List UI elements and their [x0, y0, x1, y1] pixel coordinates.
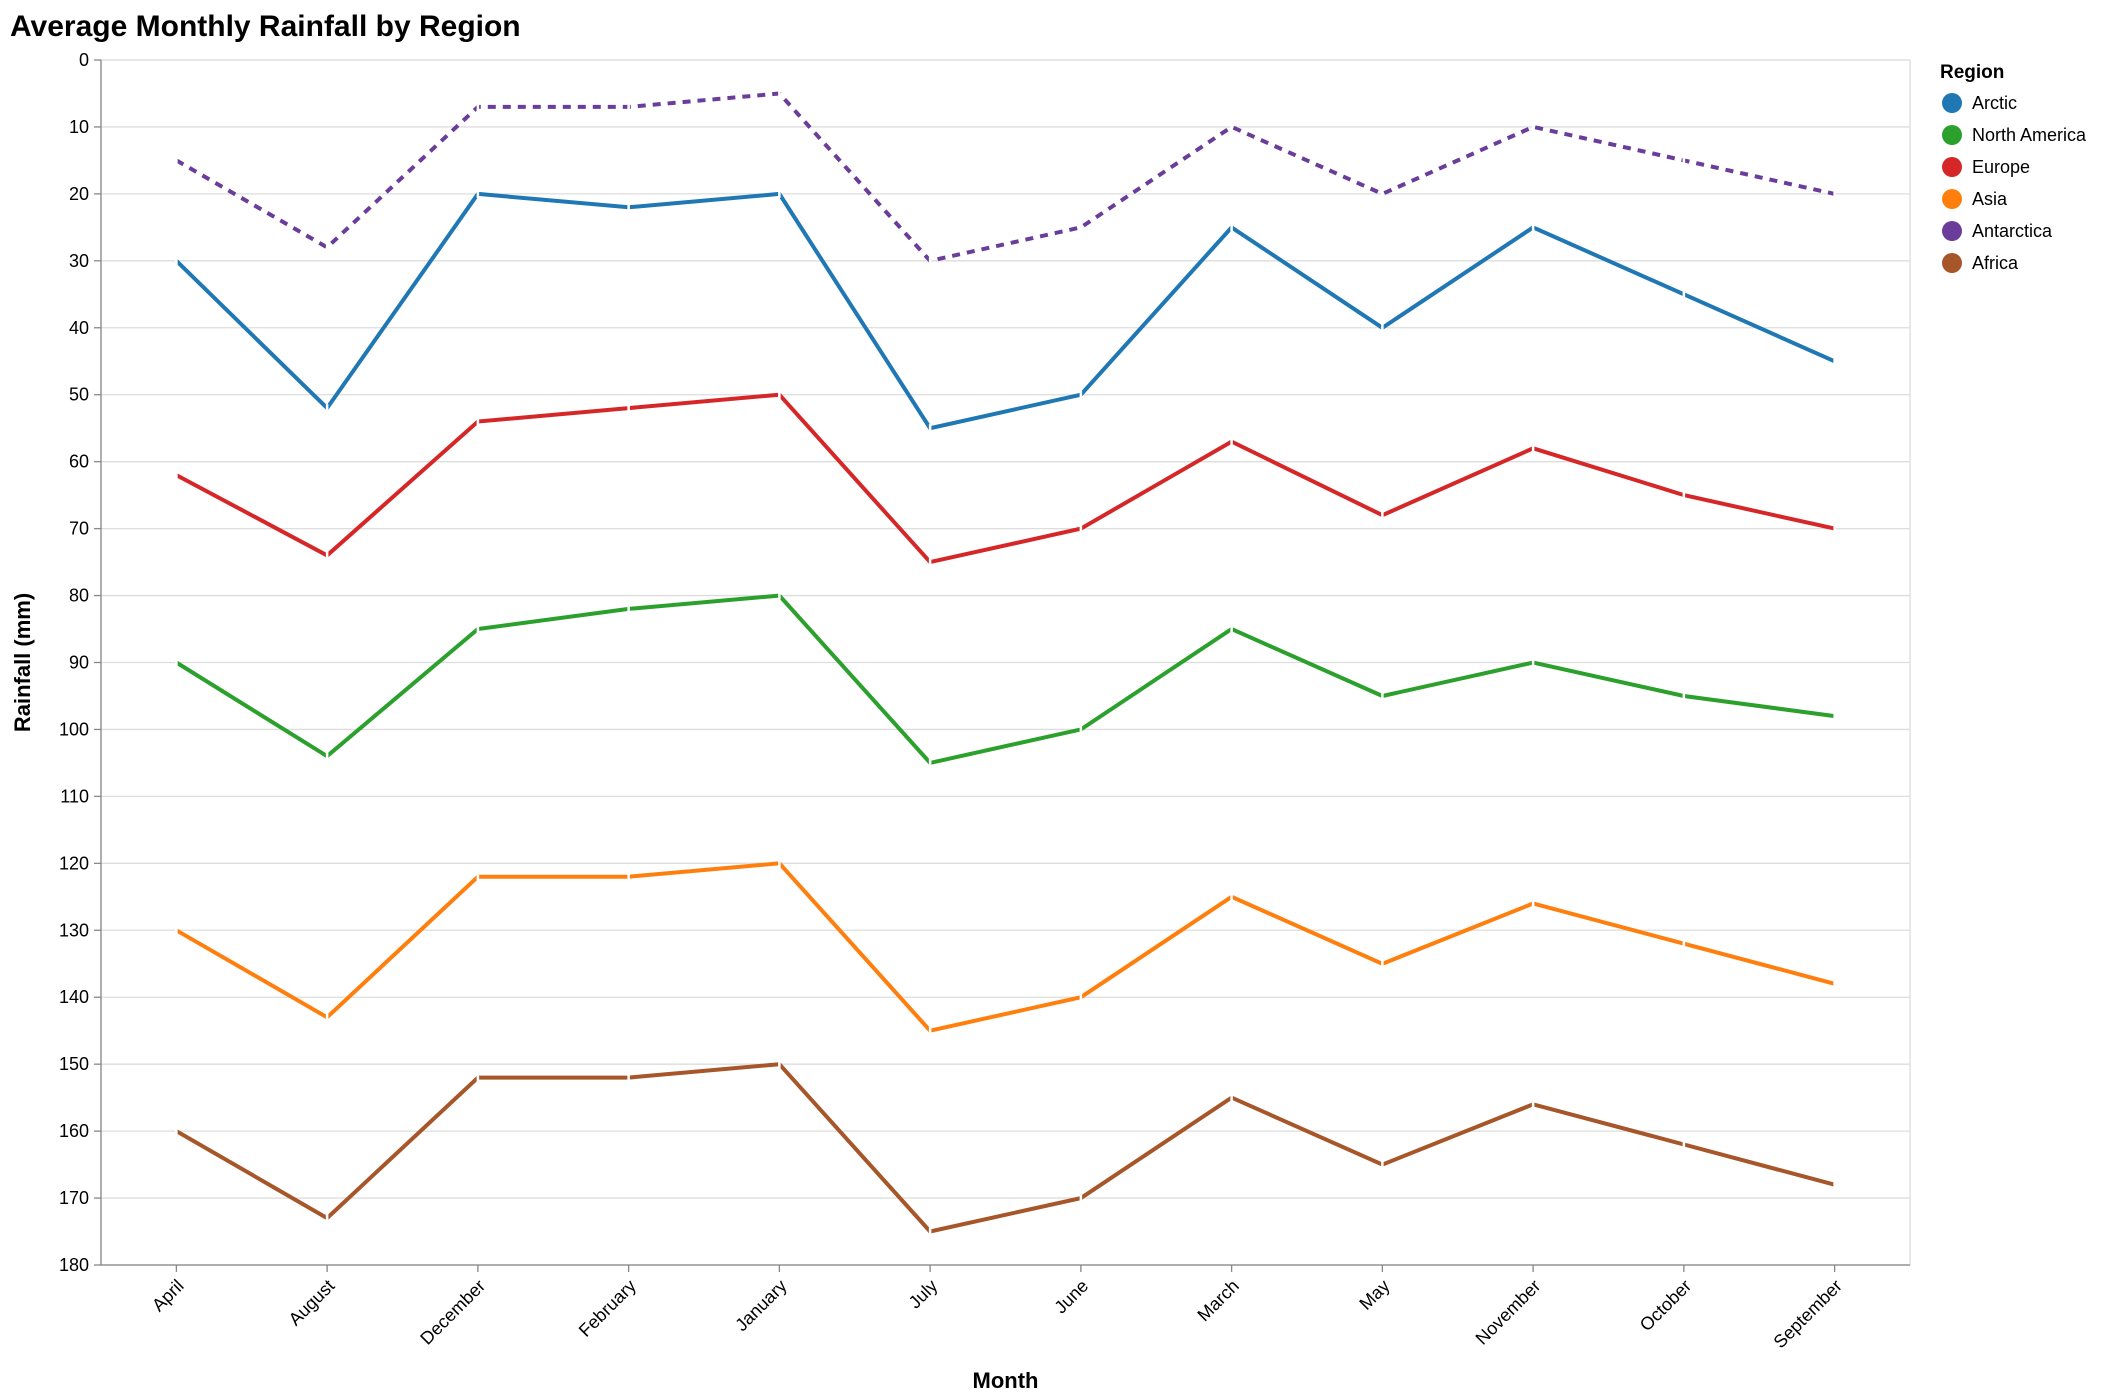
series-line-north-america — [175, 593, 1835, 766]
legend-swatch — [1942, 189, 1962, 209]
x-tick-label: November — [1472, 1276, 1545, 1349]
y-tick-label: 30 — [69, 251, 89, 271]
y-tick-label: 80 — [69, 586, 89, 606]
x-tick-label: January — [731, 1276, 790, 1335]
legend-swatch — [1942, 157, 1962, 177]
series-lines — [175, 89, 1836, 1236]
y-tick-label: 130 — [59, 920, 89, 940]
x-tick-label: September — [1770, 1276, 1846, 1352]
x-axis: April August December February January July Ju… — [101, 1264, 1910, 1352]
y-tick-label: 70 — [69, 519, 89, 539]
legend-swatch — [1942, 253, 1962, 273]
series-line-asia — [175, 861, 1836, 1033]
y-tick-label: 170 — [59, 1188, 89, 1208]
x-tick-label: July — [905, 1276, 942, 1313]
legend-label: Asia — [1972, 189, 2008, 209]
x-tick-label: August — [285, 1276, 339, 1330]
x-axis-title: Month — [973, 1368, 1039, 1393]
y-tick-label: 40 — [69, 318, 89, 338]
x-tick-label: February — [575, 1276, 640, 1341]
y-tick-label: 50 — [69, 385, 89, 405]
legend-swatch — [1942, 221, 1962, 241]
series-line-arctic — [175, 191, 1836, 431]
y-axis-title: Rainfall (mm) — [10, 593, 35, 732]
legend-label: Arctic — [1972, 93, 2017, 113]
y-tick-label: 180 — [59, 1255, 89, 1275]
y-axis: 0 10 20 30 40 50 60 70 80 90 100 110 120 130 140 150 160… — [59, 50, 102, 1275]
legend: Region Arctic North America Europe Asia Anta… — [1940, 62, 2087, 273]
legend-swatch — [1942, 93, 1962, 113]
legend-label: Europe — [1972, 157, 2030, 177]
x-tick-label: April — [148, 1276, 188, 1316]
y-tick-label: 0 — [79, 50, 89, 70]
legend-label: North America — [1972, 125, 2087, 145]
x-tick-label: June — [1050, 1276, 1092, 1318]
x-tick-label: March — [1193, 1276, 1243, 1326]
y-tick-label: 110 — [60, 786, 89, 806]
series-line-antarctica — [175, 91, 1836, 264]
legend-title: Region — [1940, 62, 2004, 83]
chart-title: Average Monthly Rainfall by Region — [10, 10, 521, 43]
legend-label: Africa — [1972, 253, 2019, 273]
y-tick-label: 10 — [69, 117, 89, 137]
x-tick-label: May — [1355, 1276, 1393, 1314]
gridlines — [100, 59, 1911, 1266]
y-tick-label: 20 — [69, 184, 89, 204]
series-line-europe — [175, 392, 1836, 565]
series-line-africa — [175, 1062, 1836, 1234]
y-tick-label: 120 — [59, 853, 89, 873]
y-tick-label: 140 — [59, 987, 89, 1007]
x-tick-label: October — [1636, 1276, 1695, 1335]
y-tick-label: 90 — [69, 653, 89, 673]
y-tick-label: 60 — [69, 452, 89, 472]
x-tick-label: December — [416, 1276, 489, 1349]
legend-swatch — [1942, 125, 1962, 145]
y-tick-label: 100 — [59, 719, 89, 739]
y-tick-label: 160 — [59, 1121, 89, 1141]
y-tick-label: 150 — [59, 1054, 89, 1074]
legend-label: Antarctica — [1972, 221, 2053, 241]
